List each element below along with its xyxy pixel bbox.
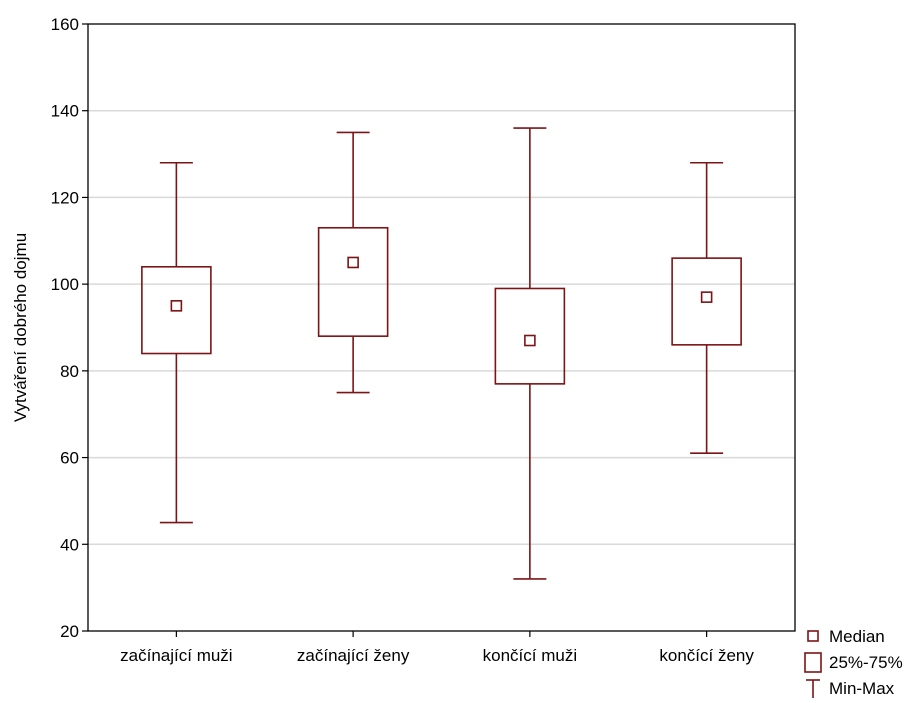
plot-frame xyxy=(87,23,796,632)
legend-label: 25%-75% xyxy=(829,653,903,672)
y-tick-label: 100 xyxy=(51,275,79,294)
grid-lines xyxy=(88,109,795,546)
median-marker xyxy=(347,256,359,269)
y-tick-label: 160 xyxy=(51,15,79,34)
legend-label: Min-Max xyxy=(829,679,895,698)
box-group xyxy=(317,131,389,394)
x-tick-label: začínající muži xyxy=(120,646,232,665)
x-axis: začínající muži začínající ženy končící mu… xyxy=(120,631,754,665)
box-group xyxy=(671,161,742,455)
box-series xyxy=(141,127,742,580)
iqr-box xyxy=(141,265,212,355)
x-tick-label: začínající ženy xyxy=(297,646,410,665)
box-group xyxy=(141,161,212,524)
y-axis-label: Vytváření dobrého dojmu xyxy=(11,233,30,422)
x-tick-label: končící ženy xyxy=(659,646,754,665)
y-axis: 20 40 60 80 100 120 140 160 xyxy=(51,15,88,641)
x-tick-label: končící muži xyxy=(483,646,577,665)
legend-label: Median xyxy=(829,627,885,646)
median-marker xyxy=(700,291,713,303)
y-tick-label: 140 xyxy=(51,102,79,121)
legend-box-symbol xyxy=(804,652,822,673)
box-group xyxy=(494,127,566,580)
legend-median-symbol xyxy=(807,630,819,642)
y-tick-label: 120 xyxy=(51,188,79,207)
y-tick-label: 40 xyxy=(60,535,79,554)
y-tick-label: 80 xyxy=(60,362,79,381)
iqr-box xyxy=(671,257,742,346)
legend-item: Median xyxy=(807,627,885,646)
iqr-box xyxy=(317,226,389,337)
legend: Median 25%-75% Min-Max xyxy=(804,627,903,698)
legend-item: 25%-75% xyxy=(804,652,903,673)
legend-item: Min-Max xyxy=(806,679,895,698)
y-tick-label: 20 xyxy=(60,622,79,641)
y-tick-label: 60 xyxy=(60,449,79,468)
median-marker xyxy=(170,300,183,312)
iqr-box xyxy=(494,287,566,385)
median-marker xyxy=(524,334,536,347)
